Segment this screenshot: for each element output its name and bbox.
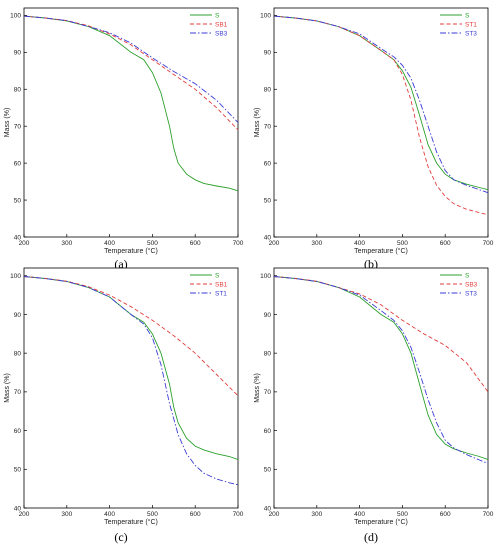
legend-label-s: S [215,12,220,19]
y-tick-label: 80 [14,87,22,94]
y-tick-label: 70 [264,123,272,130]
series-line-st3 [273,276,489,464]
chart-panel-b: 200 300 400 500 600 700 40 50 60 70 80 90 100 Tempera… [254,7,494,271]
y-tick-label: 60 [264,160,272,167]
y-axis-label: Mass (%) [254,373,261,403]
y-tick-label: 60 [264,428,272,435]
plot-frame [23,7,239,238]
x-tick-label: 400 [104,511,115,518]
y-tick-label: 60 [14,160,22,167]
y-tick-label: 90 [264,50,272,57]
y-tick-label: 60 [14,428,22,435]
y-tick-label: 50 [264,467,272,474]
x-tick-label: 200 [269,511,280,518]
y-tick-label: 90 [14,312,22,319]
y-tick-label: 80 [264,350,272,357]
legend-label-st1: ST1 [215,290,227,297]
x-tick-label: 500 [397,511,408,518]
legend-label-st3: ST3 [465,290,477,297]
legend-label-sb1: SB1 [215,281,228,288]
plot-frame [273,7,489,238]
y-tick-label: 80 [14,350,22,357]
x-tick-label: 200 [269,240,280,247]
x-tick-label: 300 [61,240,72,247]
legend-label-sb3: SB3 [215,30,228,37]
y-tick-label: 70 [14,389,22,396]
x-axis-label: Temperature (°C) [354,247,408,255]
legend: S SB1 SB3 [190,12,228,37]
legend: S ST1 ST3 [440,12,477,37]
x-tick-label: 500 [397,240,408,247]
y-tick-label: 100 [10,13,21,20]
chart-panel-a: 200 300 400 500 600 700 40 50 60 70 80 90 100 Tempera… [4,7,244,271]
y-tick-label: 50 [264,197,272,204]
x-tick-label: 400 [104,240,115,247]
panel-label: (b) [364,257,378,271]
y-tick-label: 40 [14,505,22,512]
x-tick-label: 600 [190,511,201,518]
y-tick-label: 50 [14,467,22,474]
legend-label-s: S [465,272,470,279]
x-tick-label: 200 [19,240,30,247]
y-axis-label: Mass (%) [254,108,261,138]
y-tick-label: 40 [264,505,272,512]
x-tick-label: 500 [147,240,158,247]
legend: S SB3 ST3 [440,272,478,297]
y-tick-label: 40 [264,234,272,241]
x-tick-label: 700 [483,240,494,247]
chart-panel-c: 200 300 400 500 600 700 40 50 60 70 80 90 100 Tempera… [4,267,244,544]
y-tick-label: 50 [14,197,22,204]
legend-label-s: S [215,272,220,279]
panel-label: (d) [364,530,378,544]
x-tick-label: 500 [147,511,158,518]
plot-frame [23,267,239,509]
x-axis-label: Temperature (°C) [354,518,408,526]
y-tick-label: 100 [260,273,271,280]
series-line-st1 [273,15,489,216]
y-tick-label: 80 [264,87,272,94]
series-line-sb3 [23,15,239,123]
chart-panel-d: 200 300 400 500 600 700 40 50 60 70 80 90 100 Tempera… [254,267,494,544]
x-tick-label: 200 [19,511,30,518]
y-tick-label: 70 [264,389,272,396]
x-tick-label: 400 [354,240,365,247]
x-tick-label: 300 [311,240,322,247]
legend-label-sb1: SB1 [215,21,228,28]
series-line-st1 [23,276,239,486]
y-tick-label: 100 [10,273,21,280]
series-line-st3 [273,15,489,194]
x-tick-label: 700 [233,240,244,247]
x-tick-label: 600 [440,240,451,247]
panel-label: (c) [114,530,127,544]
x-tick-label: 300 [61,511,72,518]
legend: S SB1 ST1 [190,272,228,297]
y-tick-label: 90 [14,50,22,57]
panel-label: (a) [114,257,127,271]
y-tick-label: 70 [14,123,22,130]
y-tick-label: 90 [264,312,272,319]
legend-label-s: S [465,12,470,19]
x-tick-label: 400 [354,511,365,518]
legend-label-st3: ST3 [465,30,477,37]
legend-label-sb3: SB3 [465,281,478,288]
y-tick-label: 40 [14,234,22,241]
x-tick-label: 600 [440,511,451,518]
x-axis-label: Temperature (°C) [104,518,158,526]
x-tick-label: 700 [233,511,244,518]
x-tick-label: 700 [483,511,494,518]
plot-frame [273,267,489,509]
legend-label-st1: ST1 [465,21,477,28]
y-axis-label: Mass (%) [4,373,11,403]
x-tick-label: 600 [190,240,201,247]
y-tick-label: 100 [260,13,271,20]
x-tick-label: 300 [311,511,322,518]
y-axis-label: Mass (%) [4,108,11,138]
x-axis-label: Temperature (°C) [104,247,158,255]
